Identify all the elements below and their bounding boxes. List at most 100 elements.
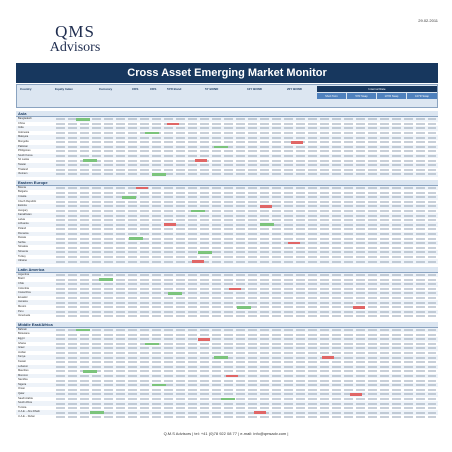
country-name: South Africa [18,401,32,405]
table-row: South Africa [16,401,438,406]
table-row: Namibia [16,378,438,383]
country-name: Mauritius [18,369,29,373]
table-row: Colombia [16,287,438,292]
negative-change-cell [353,305,365,309]
row-values [56,365,436,368]
country-name: Lebanon [18,364,29,368]
country-name: Bahrain [18,327,27,331]
header-5y-bond: 5Y BOND [205,87,219,91]
country-name: Sri Lanka [18,158,29,162]
row-values [56,356,436,359]
region-section: Eastern Europe Bosnia Bulgaria Croatia Czech… [16,179,438,264]
row-values [56,292,436,295]
table-row: Jordan [16,351,438,356]
row-values [56,232,436,235]
row-values [56,223,436,226]
country-name: Bosnia [18,185,26,189]
row-values [56,255,436,258]
table-row: Croatia [16,194,438,200]
row-values [56,237,436,240]
positive-change-cell [129,237,143,240]
negative-change-cell [229,287,241,291]
positive-change-cell [168,292,182,295]
rating-sub-0: Short Term [317,93,346,99]
rating-sub-1: 5YR Swap [347,93,376,99]
row-values [56,260,436,263]
positive-change-cell [214,145,228,149]
row-values [56,132,436,135]
country-name: Brazil [18,277,25,281]
row-values [56,136,436,139]
country-name: Poland [18,227,27,231]
table-row: U.A.E. - Dubai [16,415,438,420]
positive-change-cell [90,411,104,415]
table-row: Argentina [16,272,438,278]
positive-change-cell [260,223,274,227]
row-values [56,338,436,341]
negative-change-cell [291,140,303,144]
table-row: Indonesia [16,131,438,136]
country-name: Mexico [18,304,27,308]
table-row: Thailand [16,168,438,173]
row-values [56,196,436,199]
row-values [56,209,436,212]
row-values [56,228,436,231]
table-row: Mauritius [16,369,438,374]
negative-change-cell [254,411,266,415]
row-values [56,342,436,345]
negative-change-cell [288,241,300,245]
table-row: Sri Lanka [16,158,438,163]
country-name: Nigeria [18,382,27,386]
row-values [56,379,436,382]
table-row: Slovenia [16,250,438,255]
table-row: Morocco [16,373,438,379]
country-name: Lithuania [18,222,29,226]
country-name: Bulgaria [18,190,28,194]
row-values [56,352,436,355]
region-title: Eastern Europe [16,179,438,186]
table-row: Saudi Arabia [16,397,438,402]
country-name: U.A.E. - Dubai [18,415,35,419]
table-row: Kenya [16,355,438,360]
header-currency: Currency [99,87,113,91]
country-name: Hungary [18,208,28,212]
qms-logo: QMS Advisors [40,22,110,56]
country-name: Israel [18,346,25,350]
row-values [56,168,436,171]
negative-change-cell [195,159,207,162]
country-name: China [18,121,25,125]
table-row: Israel [16,346,438,351]
row-values [56,150,436,153]
positive-change-cell [99,278,113,281]
table-row: Slovakia [16,245,438,250]
table-row: Peru [16,309,438,315]
region-section: Latin America Argentina Brazil Chile Colombi… [16,266,438,319]
country-name: Tunisia [18,405,27,409]
positive-change-cell [122,195,136,199]
row-values [56,315,436,318]
table-row: Qatar [16,392,438,397]
table-row: Venezuela [16,314,438,319]
row-values [56,301,436,304]
row-values [56,347,436,350]
table-row: Ecuador [16,296,438,301]
country-name: Qatar [18,392,25,396]
page-title: Cross Asset Emerging Market Monitor [16,63,438,83]
table-row: Chile [16,282,438,287]
row-values [56,393,436,396]
country-name: Ecuador [18,295,28,299]
country-name: Ghana [18,341,26,345]
row-values [56,388,436,391]
row-values [56,214,436,217]
row-values [56,283,436,286]
positive-change-cell [76,118,90,121]
country-name: Costa Rica [18,291,31,295]
table-row: Turkey [16,255,438,260]
report-date: 29.02.2011 [418,18,438,23]
header-country: Country [20,87,32,91]
country-name: Russia [18,236,26,240]
row-values [56,242,436,245]
negative-change-cell [136,186,148,190]
table-row: Ghana [16,342,438,347]
row-values [56,310,436,313]
